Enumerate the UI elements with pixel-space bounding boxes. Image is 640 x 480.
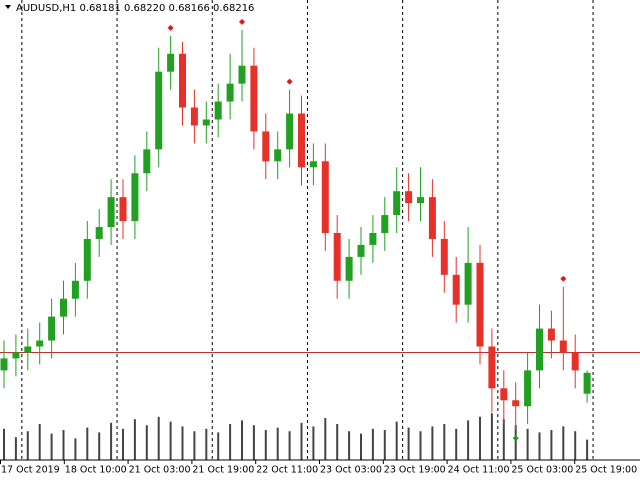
candle-body [0, 358, 8, 371]
candle-body [333, 232, 341, 281]
candle-body [274, 149, 282, 162]
x-tick-label: 21 Oct 03:00 [129, 465, 191, 476]
candle-body [226, 83, 234, 102]
x-tick-label: 18 Oct 10:00 [65, 465, 127, 476]
candle-body [393, 191, 401, 216]
candle-body [417, 197, 424, 204]
candle-body [155, 71, 163, 150]
candle-body [369, 232, 377, 245]
candle-body [95, 227, 103, 239]
fractal-up [286, 78, 293, 85]
candle-body [559, 340, 567, 353]
candle-body [167, 53, 175, 72]
candle-body [83, 238, 91, 281]
candle-body [202, 119, 210, 126]
candle-body [488, 346, 496, 389]
candle-body [500, 388, 508, 401]
candle-body [119, 197, 127, 222]
candle-body [464, 262, 472, 305]
candle-body [440, 238, 448, 275]
menu-triangle [5, 5, 11, 9]
candle-body [345, 256, 353, 281]
candle-body [452, 274, 460, 305]
candle-body [48, 316, 56, 341]
candle-body [24, 346, 32, 353]
candle-body [250, 65, 258, 132]
x-tick-label: 21 Oct 19:00 [192, 465, 254, 476]
candle-body [262, 131, 270, 162]
candle-body [476, 262, 484, 347]
candle-body [12, 352, 20, 359]
candle-body [357, 244, 365, 257]
x-tick-label: 24 Oct 11:00 [448, 465, 510, 476]
candle-body [143, 149, 151, 174]
candle-body [131, 173, 139, 222]
candle-body [512, 400, 520, 407]
x-tick-label: 17 Oct 2019 [1, 465, 60, 476]
x-tick-label: 22 Oct 11:00 [256, 465, 318, 476]
candle-body [536, 328, 543, 371]
candle-body [286, 113, 294, 150]
candle-body [524, 370, 532, 407]
candle-body [428, 197, 436, 239]
candle-body [179, 53, 186, 108]
candle-body [190, 107, 198, 126]
candle-body [309, 161, 317, 168]
chart-title: AUDUSD,H1 0.68181 0.68220 0.68166 0.6821… [16, 3, 254, 14]
fractal-up [239, 18, 245, 25]
candle-body [381, 215, 389, 233]
candle-body [214, 101, 222, 120]
candle-body [405, 191, 413, 204]
candle-body [36, 340, 44, 347]
candle-body [71, 280, 79, 299]
candle-body [60, 298, 67, 317]
candle-body [321, 161, 329, 233]
candle-body [583, 372, 591, 394]
x-tick-label: 23 Oct 03:00 [320, 465, 382, 476]
x-tick-label: 23 Oct 19:00 [384, 465, 446, 476]
x-tick-label: 25 Oct 19:00 [575, 465, 637, 476]
candle-body [298, 113, 305, 168]
fractal-down [512, 435, 519, 442]
candle-body [238, 65, 246, 84]
candle-body [547, 328, 555, 341]
fractal-up [560, 275, 567, 282]
candle-body [571, 352, 579, 371]
candle-body [107, 197, 115, 228]
fractal-up [167, 24, 174, 31]
x-tick-label: 25 Oct 03:00 [511, 465, 573, 476]
